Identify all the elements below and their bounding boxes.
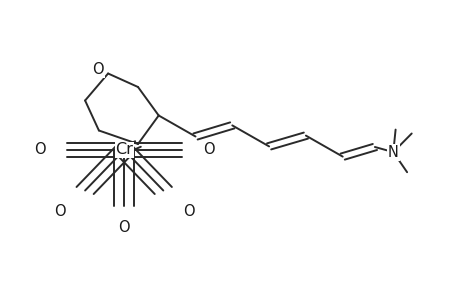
Text: N: N (387, 145, 398, 160)
Text: O: O (182, 204, 194, 219)
Text: O: O (118, 220, 130, 236)
Text: O: O (92, 61, 104, 76)
Text: O: O (34, 142, 46, 158)
Text: O: O (54, 204, 66, 219)
Text: Cr: Cr (115, 142, 133, 158)
Text: O: O (203, 142, 215, 158)
